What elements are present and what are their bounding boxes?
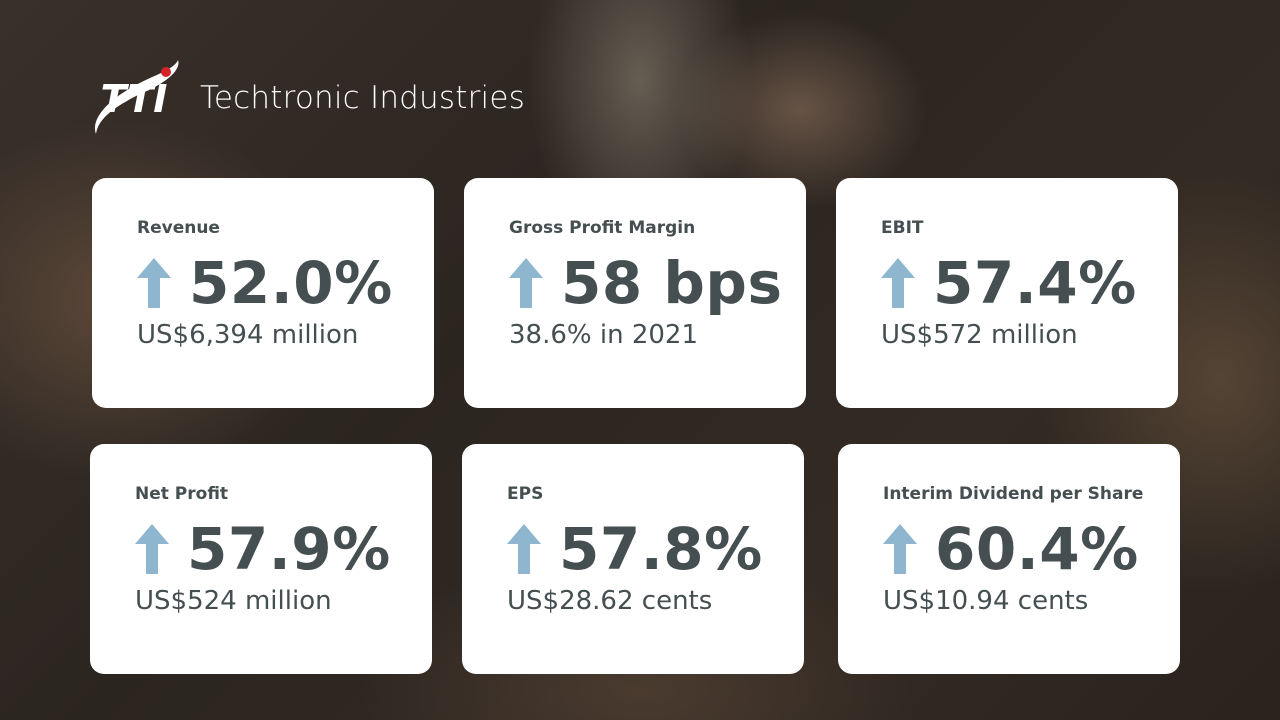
metric-card: Gross Profit Margin 58 bps 38.6% in 2021 bbox=[464, 178, 806, 408]
metric-detail: 38.6% in 2021 bbox=[509, 320, 698, 350]
arrow-shape bbox=[881, 258, 915, 308]
up-arrow bbox=[509, 258, 543, 308]
up-arrow bbox=[507, 524, 541, 574]
change-row: 57.8% bbox=[507, 515, 804, 583]
metric-detail: US$524 million bbox=[135, 586, 332, 616]
metric-card: EBIT 57.4% US$572 million bbox=[836, 178, 1178, 408]
metric-card: Interim Dividend per Share 60.4% US$10.94 … bbox=[838, 444, 1180, 674]
arrow-shape bbox=[137, 258, 171, 308]
metric-detail: US$10.94 cents bbox=[883, 586, 1089, 616]
change-row: 52.0% bbox=[137, 249, 434, 317]
metric-detail: US$572 million bbox=[881, 320, 1078, 350]
metric-card: Net Profit 57.9% US$524 million bbox=[90, 444, 432, 674]
metric-label: EPS bbox=[507, 484, 544, 504]
arrow-shape bbox=[135, 524, 169, 574]
change-row: 58 bps bbox=[509, 249, 806, 317]
arrow-shape bbox=[507, 524, 541, 574]
up-arrow bbox=[881, 258, 915, 308]
up-arrow bbox=[883, 524, 917, 574]
metric-detail: US$6,394 million bbox=[137, 320, 359, 350]
metric-change: 58 bps bbox=[561, 249, 783, 317]
metric-label: Net Profit bbox=[135, 484, 229, 504]
metric-change: 57.4% bbox=[933, 249, 1137, 317]
change-row: 57.9% bbox=[135, 515, 432, 583]
change-row: 57.4% bbox=[881, 249, 1178, 317]
brand: TTI Techtronic Industries bbox=[90, 56, 525, 140]
metric-label: EBIT bbox=[881, 218, 924, 238]
metric-label: Revenue bbox=[137, 218, 220, 238]
arrow-shape bbox=[883, 524, 917, 574]
metric-change: 60.4% bbox=[935, 515, 1139, 583]
up-arrow bbox=[135, 524, 169, 574]
metric-card: Revenue 52.0% US$6,394 million bbox=[92, 178, 434, 408]
metric-change: 52.0% bbox=[189, 249, 393, 317]
metric-change: 57.9% bbox=[187, 515, 391, 583]
up-arrow bbox=[137, 258, 171, 308]
logo-text: TTI bbox=[101, 77, 168, 121]
metric-label: Gross Profit Margin bbox=[509, 218, 696, 238]
logo-dot bbox=[161, 67, 171, 77]
logo: TTI bbox=[94, 60, 179, 134]
metric-label: Interim Dividend per Share bbox=[883, 484, 1144, 504]
brand-name: Techtronic Industries bbox=[200, 80, 525, 116]
change-row: 60.4% bbox=[883, 515, 1180, 583]
arrow-shape bbox=[509, 258, 543, 308]
metric-card: EPS 57.8% US$28.62 cents bbox=[462, 444, 804, 674]
metric-detail: US$28.62 cents bbox=[507, 586, 713, 616]
logo-swoosh bbox=[94, 60, 179, 134]
metric-change: 57.8% bbox=[559, 515, 763, 583]
